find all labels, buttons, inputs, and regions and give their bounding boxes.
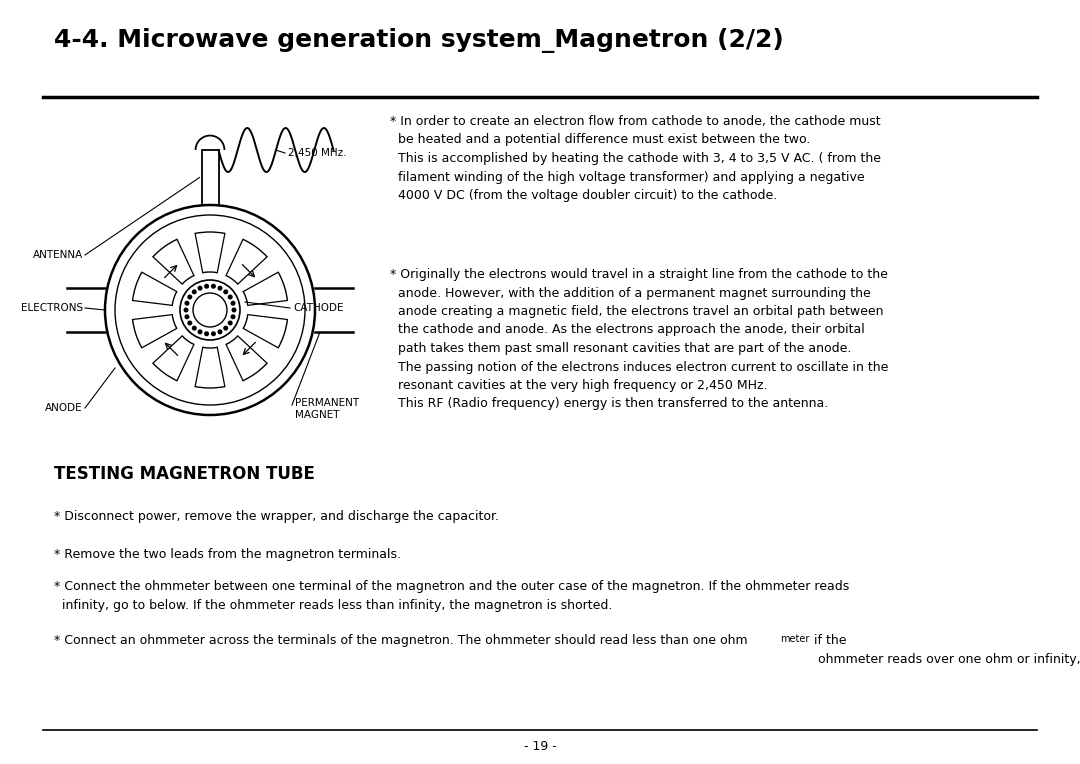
Text: 4-4. Microwave generation system_Magnetron (2/2): 4-4. Microwave generation system_Magnetr… xyxy=(54,28,784,53)
Text: PERMANENT
MAGNET: PERMANENT MAGNET xyxy=(295,398,360,420)
Circle shape xyxy=(228,321,232,325)
Bar xyxy=(202,150,218,205)
Circle shape xyxy=(232,308,235,312)
Text: * In order to create an electron flow from cathode to anode, the cathode must
  : * In order to create an electron flow fr… xyxy=(390,115,881,202)
Text: CATHODE: CATHODE xyxy=(293,303,343,313)
Text: 2,450 MHz.: 2,450 MHz. xyxy=(288,148,347,158)
Text: * Originally the electrons would travel in a straight line from the cathode to t: * Originally the electrons would travel … xyxy=(390,268,889,410)
Circle shape xyxy=(228,295,232,299)
Circle shape xyxy=(212,284,215,288)
Circle shape xyxy=(192,326,197,330)
Circle shape xyxy=(205,284,208,288)
Circle shape xyxy=(218,330,221,334)
Circle shape xyxy=(185,302,189,305)
Text: * Connect the ohmmeter between one terminal of the magnetron and the outer case : * Connect the ohmmeter between one termi… xyxy=(54,580,849,611)
Circle shape xyxy=(199,286,202,290)
Circle shape xyxy=(218,286,221,290)
Text: if the
  ohmmeter reads over one ohm or infinity, the tube is defective.: if the ohmmeter reads over one ohm or in… xyxy=(810,634,1080,665)
Text: TESTING MAGNETRON TUBE: TESTING MAGNETRON TUBE xyxy=(54,465,315,483)
Circle shape xyxy=(185,315,189,319)
Circle shape xyxy=(224,326,228,330)
Circle shape xyxy=(188,295,191,299)
Circle shape xyxy=(224,290,228,293)
Text: ANTENNA: ANTENNA xyxy=(32,250,83,260)
Circle shape xyxy=(205,332,208,335)
Circle shape xyxy=(185,308,188,312)
Text: * Disconnect power, remove the wrapper, and discharge the capacitor.: * Disconnect power, remove the wrapper, … xyxy=(54,510,499,523)
Circle shape xyxy=(199,330,202,334)
Circle shape xyxy=(192,290,197,293)
Circle shape xyxy=(188,321,191,325)
Text: ANODE: ANODE xyxy=(45,403,83,413)
Circle shape xyxy=(231,315,234,319)
Circle shape xyxy=(212,332,215,335)
Text: - 19 -: - 19 - xyxy=(524,740,556,753)
Text: meter: meter xyxy=(780,634,809,644)
Text: * Connect an ohmmeter across the terminals of the magnetron. The ohmmeter should: * Connect an ohmmeter across the termina… xyxy=(54,634,747,647)
Text: * Remove the two leads from the magnetron terminals.: * Remove the two leads from the magnetro… xyxy=(54,548,401,561)
Circle shape xyxy=(231,302,234,305)
Text: ELECTRONS: ELECTRONS xyxy=(21,303,83,313)
